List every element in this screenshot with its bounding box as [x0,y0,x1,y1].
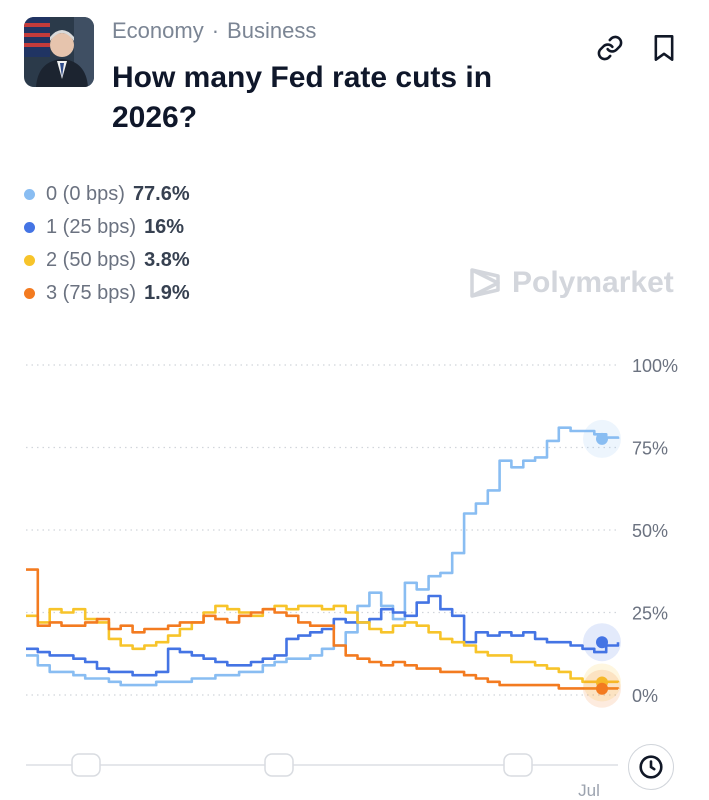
breadcrumb: Economy · Business [112,18,316,44]
legend-item[interactable]: 2 (50 bps) 3.8% [24,244,190,277]
legend-item[interactable]: 0 (0 bps) 77.6% [24,178,190,211]
series-end-point-3 [596,682,608,695]
y-tick-label: 0% [632,686,658,706]
x-tick-label: Jul [578,781,600,800]
series-line-2 [26,604,620,684]
polymarket-logo-icon [470,268,500,298]
legend-label: 0 (0 bps) [46,183,125,205]
timeline-handle [71,753,101,777]
breadcrumb-economy[interactable]: Economy [112,18,204,43]
copy-link-button[interactable] [594,32,626,64]
legend-label: 1 (25 bps) [46,216,137,238]
time-range-button[interactable] [628,744,674,790]
polymarket-watermark: Polymarket [468,266,674,300]
legend-item[interactable]: 1 (25 bps) 16% [24,211,190,244]
legend-value: 1.9% [144,282,190,304]
link-icon [597,35,623,61]
bookmark-button[interactable] [648,32,680,64]
legend-value: 77.6% [132,183,190,205]
series-line-3 [26,568,620,690]
legend-dot [24,189,35,200]
breadcrumb-separator: · [211,18,220,43]
y-tick-label: 25% [632,604,668,624]
series-end-point-1 [596,636,608,649]
y-tick-label: 100% [632,356,678,376]
legend-label: 2 (50 bps) [46,249,137,271]
legend-item[interactable]: 3 (75 bps) 1.9% [24,277,190,310]
market-avatar [24,17,94,87]
watermark-text: Polymarket [512,266,674,299]
legend-dot [24,255,35,266]
breadcrumb-business[interactable]: Business [227,18,317,43]
y-tick-label: 50% [632,521,668,541]
legend-value: 3.8% [144,249,190,271]
legend-value: 16% [144,216,185,238]
clock-icon [639,755,663,779]
legend-label: 3 (75 bps) [46,282,137,304]
price-history-chart: 100% 75% 50% 25% 0% Jul [26,356,678,800]
series-end-point-0 [596,432,608,445]
series-line-0 [26,426,620,687]
bookmark-icon [654,35,674,61]
legend-dot [24,222,35,233]
timeline-handle [503,753,533,777]
timeline-handle [264,753,294,777]
market-title: How many Fed rate cuts in 2026? [112,61,493,134]
legend-dot [24,288,35,299]
chart-legend: 0 (0 bps) 77.6% 1 (25 bps) 16% 2 (50 bps… [24,178,190,310]
y-tick-label: 75% [632,439,668,459]
